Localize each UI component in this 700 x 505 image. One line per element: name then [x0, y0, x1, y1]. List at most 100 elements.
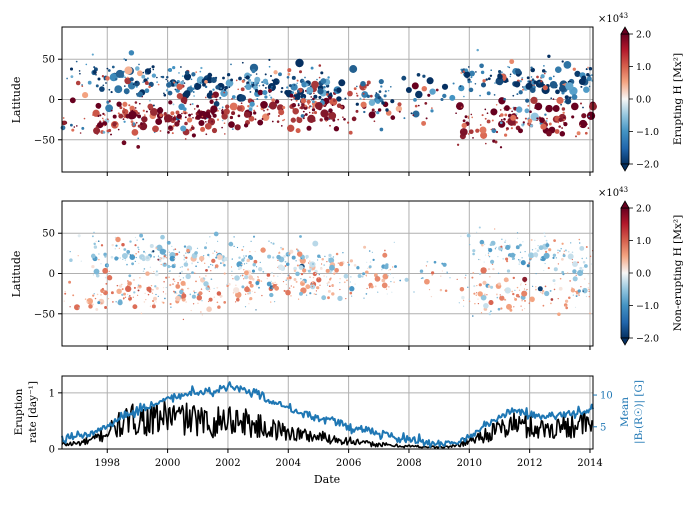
scatter-point	[472, 252, 475, 256]
scatter-point	[344, 97, 347, 100]
scatter-point	[205, 133, 208, 136]
scatter-point	[546, 117, 548, 120]
scatter-point	[369, 94, 373, 98]
scatter-point	[199, 81, 202, 84]
scatter-point	[520, 305, 522, 307]
scatter-point	[363, 110, 366, 114]
scatter-point	[190, 309, 192, 312]
scatter-point	[347, 261, 349, 264]
scatter-point	[134, 107, 137, 109]
scatter-point	[152, 68, 155, 71]
scatter-point	[530, 76, 533, 78]
scatter-point	[480, 267, 487, 274]
scatter-point	[527, 122, 529, 125]
scatter-point	[323, 264, 326, 266]
scatter-point	[121, 283, 123, 286]
scatter-point	[461, 128, 464, 131]
scatter-point	[544, 285, 547, 288]
scatter-point	[463, 299, 465, 301]
scatter-point	[193, 95, 195, 97]
scatter-point	[552, 75, 555, 78]
scatter-point	[261, 81, 264, 84]
scatter-point	[311, 281, 314, 284]
scatter-point	[550, 298, 554, 301]
scatter-point	[316, 286, 320, 290]
scatter-point	[484, 293, 486, 295]
scatter-point	[185, 252, 187, 254]
scatter-point	[129, 254, 136, 260]
scatter-point	[157, 295, 159, 297]
panel2-ylabel: Latitude	[10, 251, 23, 298]
scatter-point	[368, 265, 372, 269]
scatter-point	[142, 257, 144, 259]
scatter-point	[157, 83, 160, 86]
scatter-point	[278, 264, 284, 271]
scatter-point	[248, 78, 252, 82]
scatter-point	[126, 79, 130, 82]
scatter-point	[544, 290, 550, 297]
scatter-point	[176, 93, 183, 100]
scatter-point	[535, 288, 537, 291]
scatter-point	[378, 79, 384, 85]
scatter-point	[271, 87, 274, 90]
scatter-point	[333, 126, 340, 132]
scatter-point	[491, 128, 497, 134]
scatter-point	[540, 123, 547, 130]
colorbar1-label: Erupting H [Mx²]	[672, 53, 684, 145]
scatter-point	[119, 106, 123, 110]
scatter-point	[508, 66, 511, 69]
scatter-point	[137, 70, 143, 77]
scatter-point	[153, 296, 157, 301]
scatter-point	[205, 242, 208, 244]
scatter-point	[148, 85, 151, 89]
scatter-point	[221, 119, 224, 122]
scatter-point	[556, 96, 564, 105]
scatter-point	[307, 114, 316, 124]
scatter-point	[244, 306, 247, 308]
scatter-point	[191, 103, 194, 105]
scatter-point	[431, 271, 435, 275]
scatter-point	[567, 272, 569, 274]
scatter-point	[394, 265, 397, 268]
scatter-point	[499, 294, 501, 296]
scatter-point	[184, 138, 187, 140]
scatter-point	[497, 272, 500, 274]
scatter-point	[413, 291, 415, 293]
scatter-point	[289, 276, 291, 279]
scatter-point	[478, 226, 481, 229]
scatter-point	[276, 283, 278, 285]
scatter-point	[151, 304, 156, 309]
scatter-point	[460, 106, 463, 108]
scatter-point	[518, 261, 521, 263]
scatter-point	[484, 243, 486, 245]
scatter-point	[143, 301, 146, 303]
scatter-point	[460, 235, 462, 237]
scatter-point	[168, 270, 171, 272]
scatter-point	[278, 109, 285, 116]
scatter-point	[564, 299, 569, 303]
colorbar-erupting: −2.0−1.00.01.02.0 ×1043 Erupting H [Mx²]	[598, 12, 684, 172]
scatter-point	[313, 92, 315, 95]
scatter-point	[135, 256, 137, 259]
scatter-point	[237, 114, 241, 118]
scatter-point	[485, 142, 487, 145]
scatter-point	[558, 125, 561, 128]
scatter-point	[199, 70, 202, 73]
scatter-point	[71, 128, 75, 132]
scatter-point	[481, 243, 484, 247]
scatter-point	[462, 74, 465, 76]
scatter-point	[168, 68, 173, 72]
scatter-point	[532, 296, 534, 299]
scatter-point	[470, 76, 473, 79]
scatter-point	[310, 66, 314, 70]
scatter-point	[381, 282, 388, 289]
scatter-point	[171, 245, 173, 247]
scatter-point	[501, 71, 503, 74]
scatter-point	[142, 270, 145, 273]
scatter-point	[533, 99, 536, 102]
scatter-point	[384, 90, 387, 93]
scatter-point	[127, 281, 132, 286]
scatter-point	[236, 261, 243, 268]
scatter-point	[112, 301, 114, 303]
scatter-point	[156, 107, 164, 114]
